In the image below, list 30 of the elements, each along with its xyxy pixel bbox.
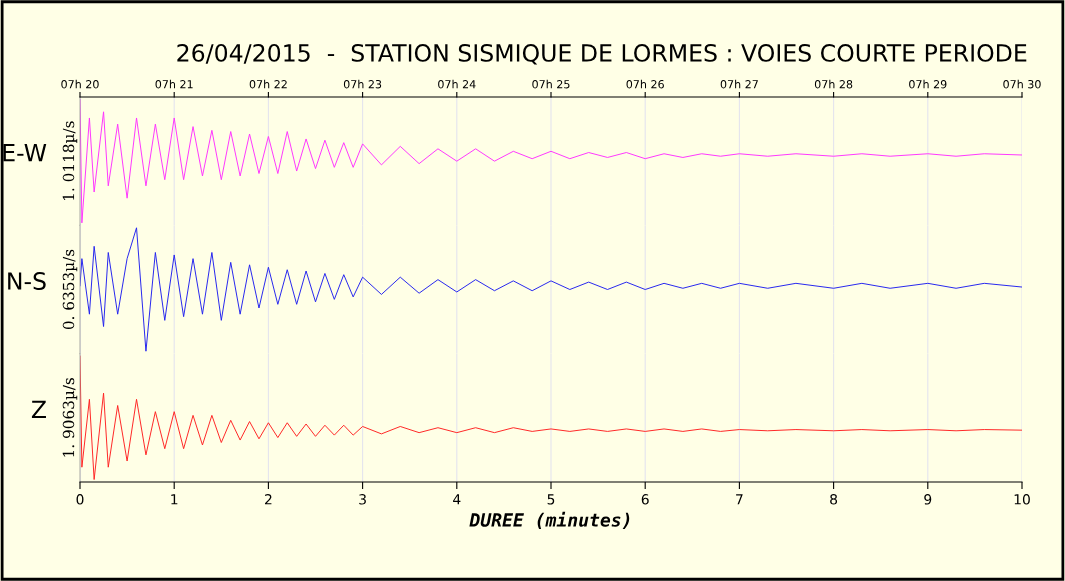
- text: 07h 22: [249, 79, 287, 89]
- x-axis-title: DUREE (minutes): [469, 511, 630, 529]
- text: 07h 30: [1003, 79, 1041, 89]
- text: 07h 27: [720, 79, 758, 89]
- x-tick-label: 4: [453, 494, 461, 505]
- text: 07h 23: [343, 79, 382, 89]
- x-tick-label: 1: [171, 494, 178, 505]
- y-axis-title: 1. 0118µ/s: [62, 121, 78, 200]
- x-tick-label: 9: [924, 494, 932, 505]
- text: 07h 29: [909, 79, 947, 89]
- series-label: Z: [31, 400, 46, 418]
- y-axis-title: 1. 9063µ/s: [62, 378, 78, 457]
- x-tick-label: 10: [1014, 494, 1030, 505]
- y-axis-title: 0. 6353µ/s: [62, 249, 78, 330]
- text: 07h 26: [626, 79, 664, 89]
- x-tick-label: 0: [76, 494, 84, 505]
- x-tick-label: 2: [265, 494, 272, 505]
- text: 07h 25: [532, 79, 570, 89]
- text: 07h 21: [155, 79, 193, 89]
- x-tick-label: 3: [359, 494, 366, 505]
- text: 07h 20: [61, 79, 99, 89]
- series-label: N-S: [8, 272, 46, 290]
- series-label: E-W: [3, 144, 47, 162]
- text: 07h 24: [438, 79, 476, 89]
- x-tick-label: 8: [830, 494, 838, 505]
- x-tick-label: 7: [736, 494, 743, 505]
- chart-title: 26/04/2015 - STATION SISMIQUE DE LORMES : VOIES COURTE PERIODE: [177, 43, 1027, 65]
- x-tick-label: 5: [547, 494, 555, 505]
- x-tick-label: 6: [641, 494, 649, 505]
- text: 07h 28: [814, 79, 853, 89]
